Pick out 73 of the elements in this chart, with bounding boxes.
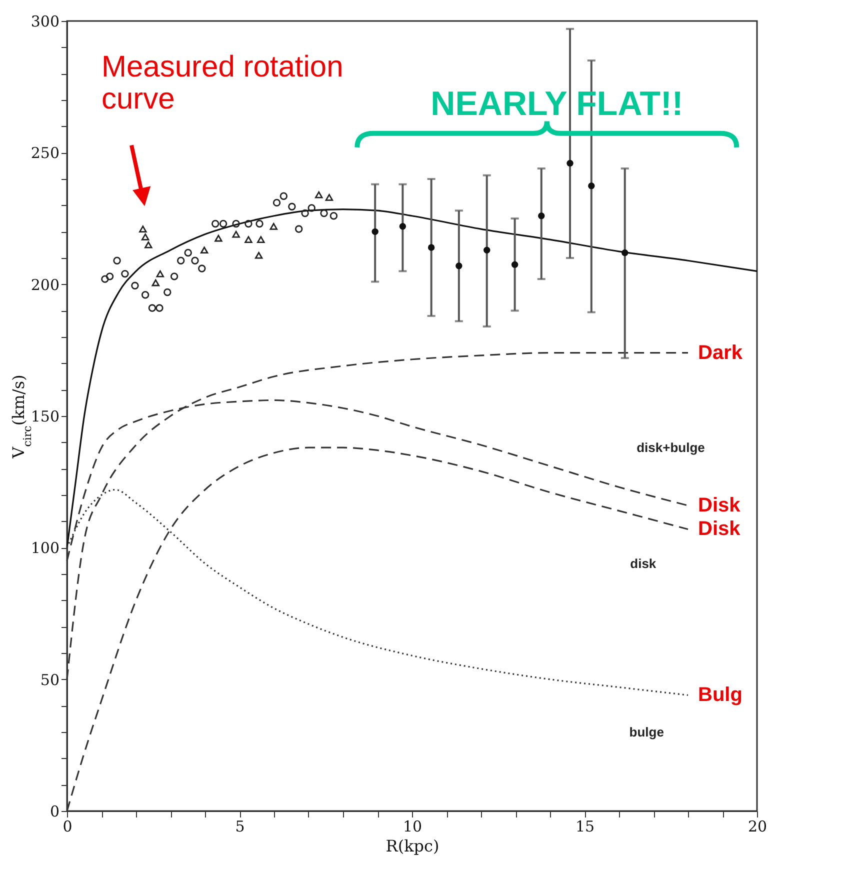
point [566, 160, 574, 167]
point [320, 209, 328, 218]
point [156, 304, 164, 312]
x-tick-label: 5 [235, 818, 245, 836]
x-tick-label: 20 [748, 818, 768, 836]
point [538, 212, 545, 220]
point [139, 226, 147, 232]
point [456, 262, 462, 270]
point [428, 244, 435, 251]
point [244, 220, 252, 228]
annotation: Measured rotation curve [102, 50, 344, 116]
point [270, 222, 278, 230]
point [399, 223, 406, 230]
point [141, 291, 150, 299]
point [314, 191, 323, 198]
x-tick-label: 0 [62, 818, 72, 836]
point [511, 261, 518, 268]
point [588, 182, 595, 190]
point [244, 236, 252, 244]
point [308, 204, 316, 212]
line-series [66, 208, 758, 548]
point [214, 234, 222, 242]
y-tick-label: 150 [30, 408, 60, 426]
y-tick-label: 200 [30, 276, 60, 294]
point [121, 270, 129, 278]
point [484, 246, 490, 254]
point [288, 202, 296, 211]
y-tick-label: 250 [30, 144, 60, 162]
point [170, 272, 178, 280]
point [280, 192, 288, 200]
series-label: Bulg [698, 684, 742, 706]
point [232, 230, 240, 238]
point [106, 272, 114, 280]
point [211, 220, 220, 228]
point [232, 220, 240, 228]
point [191, 256, 199, 264]
x-tick-label: 15 [575, 818, 595, 836]
annotation: disk [630, 556, 657, 572]
y-tick-label: 0 [50, 802, 60, 820]
point [164, 288, 172, 296]
point [200, 246, 208, 254]
y-tick-label: 100 [30, 539, 60, 558]
point [141, 233, 150, 240]
point [301, 209, 309, 218]
series-label: Disk [698, 518, 742, 540]
series-label: Dark [698, 342, 744, 364]
point [372, 228, 378, 236]
series-label: Disk [698, 494, 742, 517]
x-axis-title: R(kpc) [386, 836, 440, 856]
point [131, 282, 139, 290]
point [254, 252, 263, 259]
annotation: disk+bulge [636, 440, 705, 456]
point [219, 220, 228, 228]
point [184, 248, 192, 257]
x-tick-label: 10 [402, 818, 422, 836]
point [152, 279, 160, 286]
point [156, 270, 164, 278]
point [176, 256, 185, 264]
point [294, 225, 303, 233]
point [113, 256, 121, 264]
point [325, 194, 334, 201]
annotation: bulge [629, 724, 664, 740]
point [330, 212, 338, 220]
y-tick-label: 300 [30, 12, 60, 30]
point [101, 275, 109, 283]
point [272, 198, 281, 207]
point [148, 304, 156, 312]
point [622, 249, 628, 256]
y-tick-label: 50 [40, 670, 60, 689]
point [257, 236, 265, 244]
point [256, 220, 264, 228]
point [144, 241, 152, 248]
point [198, 264, 206, 272]
